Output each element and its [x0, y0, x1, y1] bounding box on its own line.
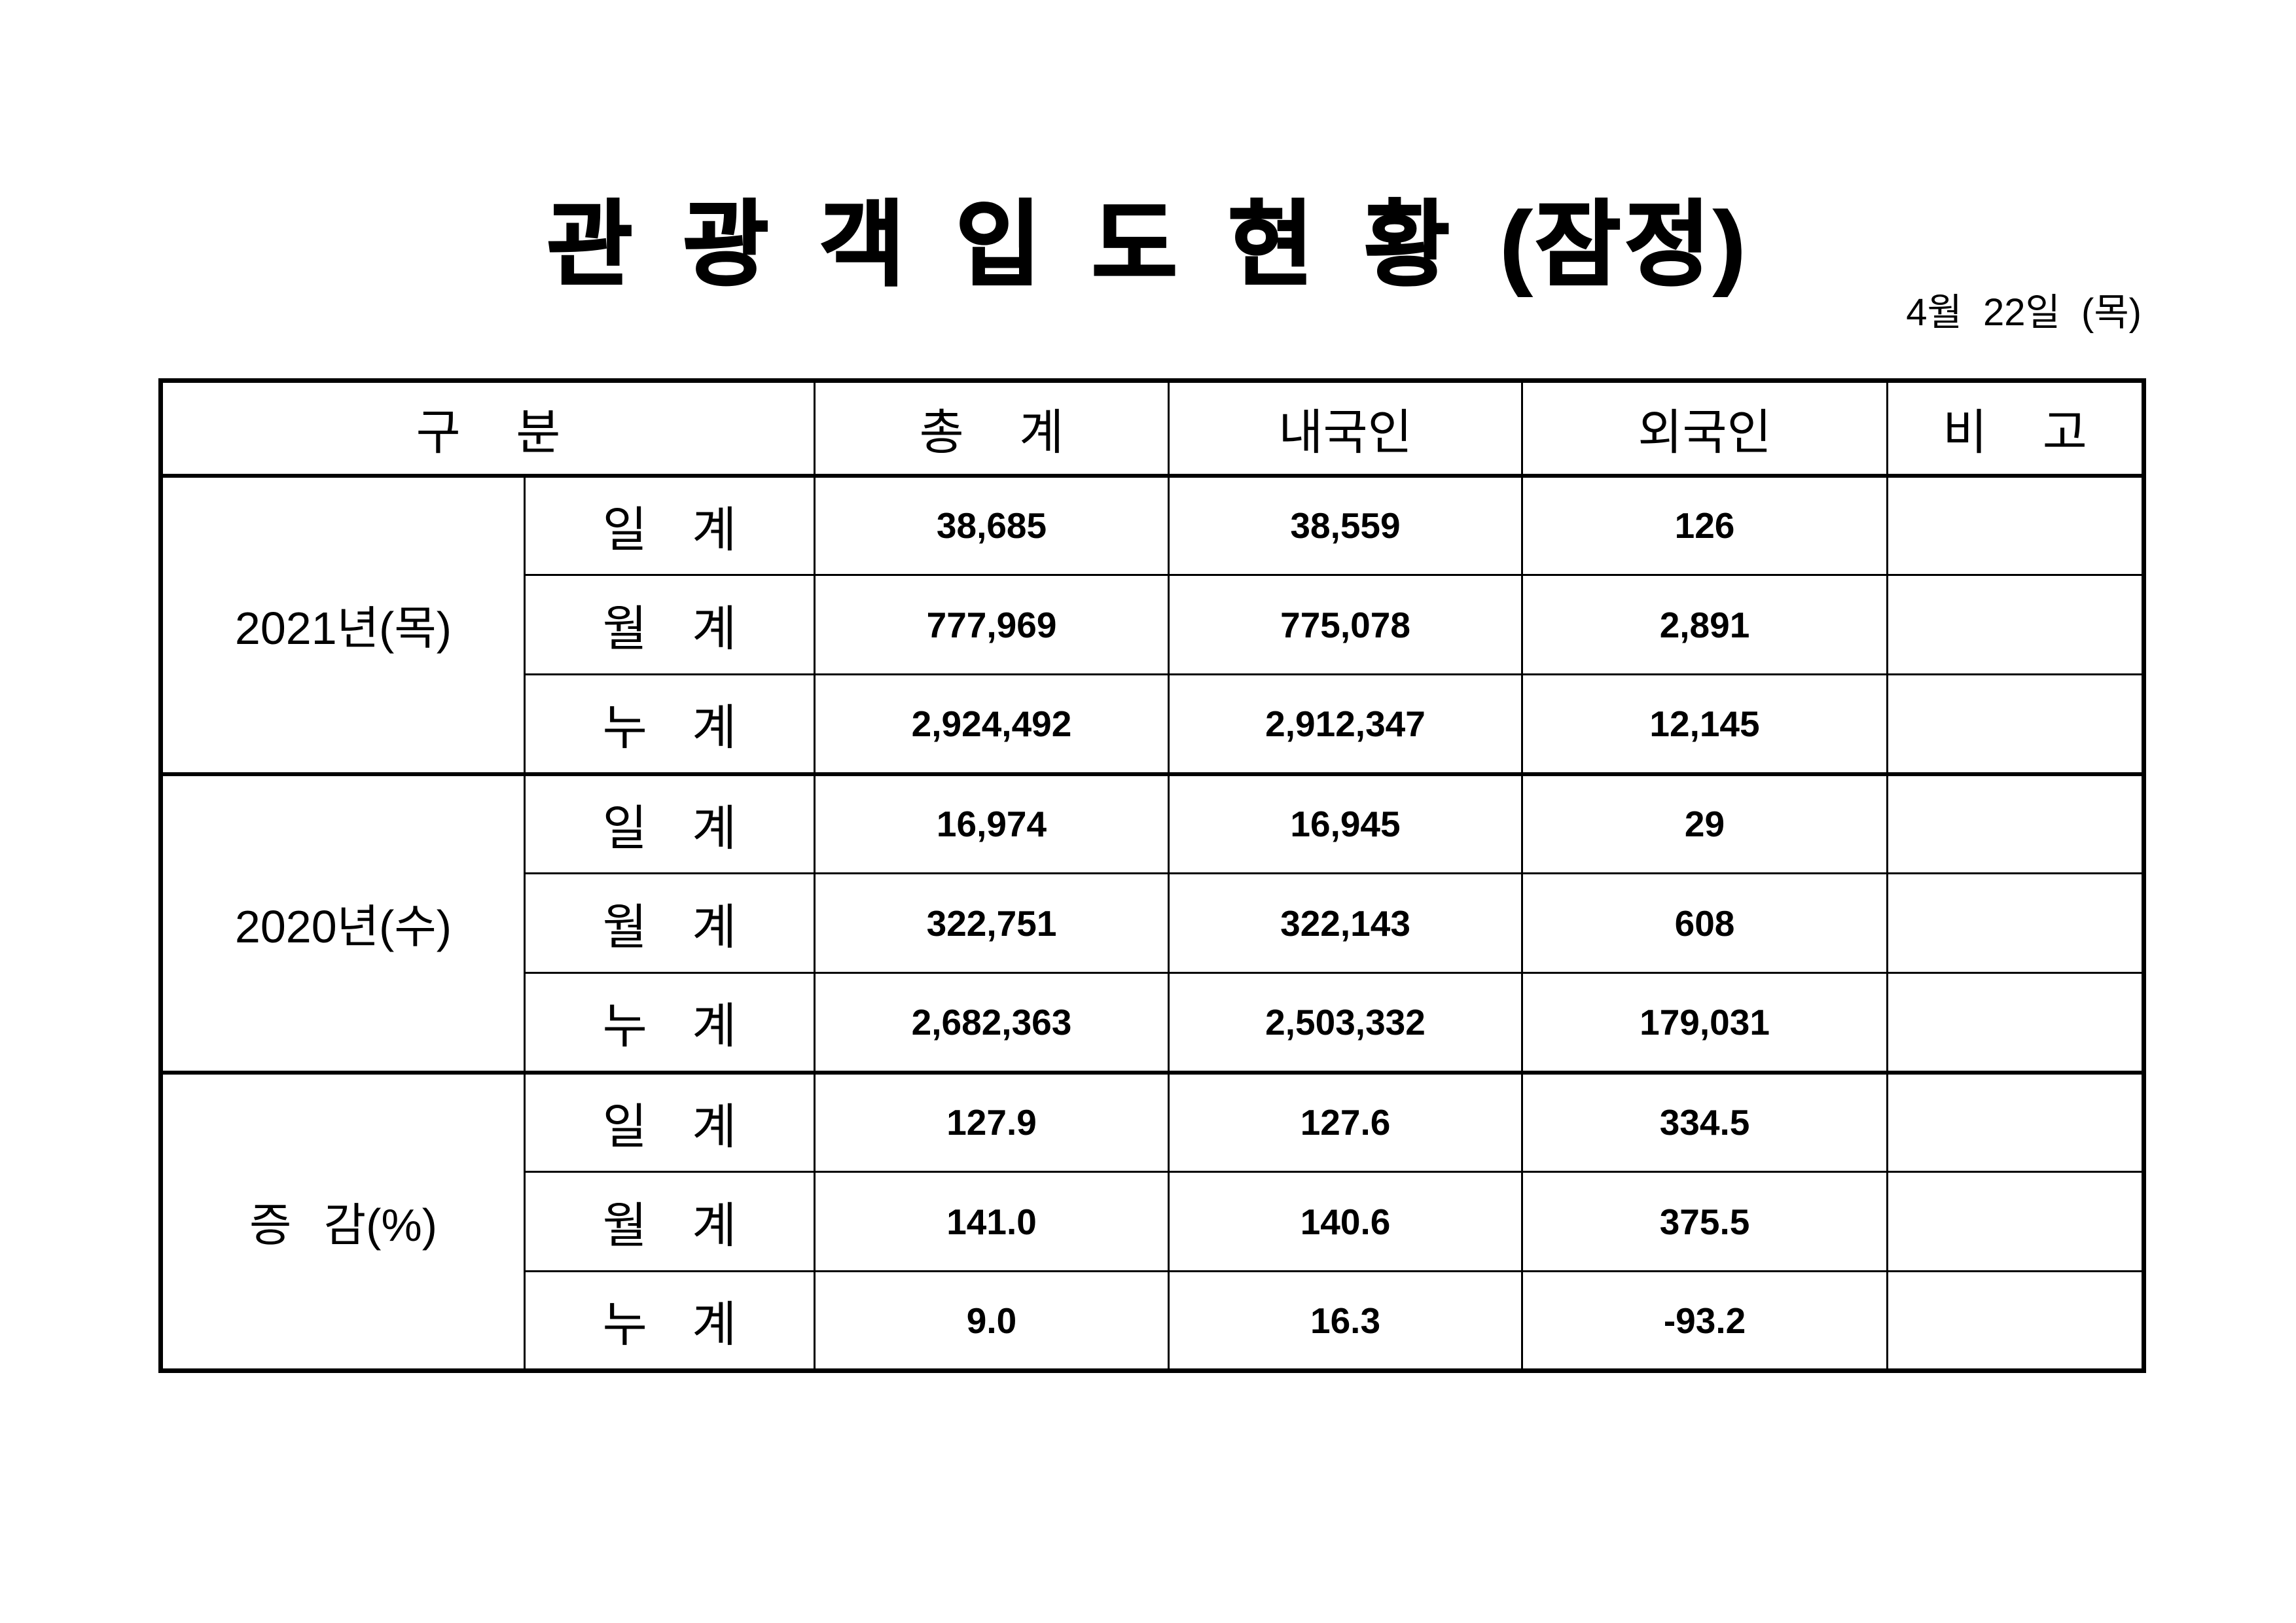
value-cell-foreign: -93.2	[1521, 1270, 1889, 1372]
value-cell-domestic: 775,078	[1168, 574, 1524, 675]
remarks-cell	[1886, 1070, 2145, 1173]
remarks-cell	[1886, 474, 2145, 576]
value-cell-foreign: 375.5	[1521, 1171, 1889, 1272]
header-row: 구 분 총 계 내국인 외국인 비 고	[159, 380, 2145, 478]
row-label-daily: 일 계	[523, 1070, 816, 1173]
table-row: 누 계 9.0 16.3 -93.2	[161, 1270, 2145, 1372]
remarks-cell	[1886, 872, 2145, 974]
value-cell-domestic: 2,503,332	[1168, 972, 1524, 1073]
table-row: 누 계 2,682,363 2,503,332 179,031	[161, 972, 2145, 1073]
value-cell-total: 2,682,363	[814, 972, 1170, 1073]
row-label-daily: 일 계	[523, 474, 816, 576]
year-cell-2020: 2020년(수)	[160, 772, 526, 1073]
value-cell-domestic: 140.6	[1168, 1171, 1524, 1272]
row-label-cumulative: 누 계	[523, 1270, 816, 1372]
table-row: 2020년(수) 일 계 16,974 16,945 29	[160, 772, 2145, 1073]
remarks-cell	[1886, 574, 2145, 675]
year-cell-change-pct: 증 감(%)	[160, 1070, 526, 1372]
value-cell-foreign: 608	[1521, 872, 1889, 974]
table-row: 월 계 777,969 775,078 2,891	[161, 574, 2145, 675]
row-label-monthly: 월 계	[523, 872, 816, 974]
value-cell-domestic: 16.3	[1168, 1270, 1524, 1372]
table-row: 2021년(목) 일 계 38,685 38,559 126	[160, 474, 2145, 775]
row-label-cumulative: 누 계	[523, 972, 816, 1073]
remarks-cell	[1886, 1270, 2145, 1372]
row-label-cumulative: 누 계	[523, 673, 816, 775]
value-cell-total: 141.0	[814, 1171, 1170, 1272]
remarks-cell	[1886, 972, 2145, 1073]
value-cell-domestic: 2,912,347	[1168, 673, 1524, 775]
row-label-monthly: 월 계	[523, 574, 816, 675]
table-row: 증 감(%) 일 계 127.9 127.6 334.5	[160, 1070, 2145, 1372]
table-row: 누 계 2,924,492 2,912,347 12,145	[161, 673, 2145, 775]
value-cell-foreign: 334.5	[1521, 1070, 1889, 1173]
value-cell-domestic: 38,559	[1168, 474, 1524, 576]
value-cell-domestic: 322,143	[1168, 872, 1524, 974]
value-cell-foreign: 29	[1521, 772, 1889, 874]
page-title: 관 광 객 입 도 현 황 (잠정)	[546, 192, 1749, 298]
row-label-monthly: 월 계	[523, 1171, 816, 1272]
value-cell-total: 9.0	[814, 1270, 1170, 1372]
value-cell-total: 16,974	[814, 772, 1170, 874]
remarks-cell	[1886, 673, 2145, 775]
value-cell-foreign: 12,145	[1521, 673, 1889, 775]
tourist-stats-table: 구 분 총 계 내국인 외국인 비 고 2021년(목) 일 계 38,685 …	[158, 378, 2147, 1373]
header-cell-domestic: 내국인	[1168, 380, 1524, 478]
remarks-cell	[1886, 1171, 2145, 1272]
value-cell-foreign: 126	[1521, 474, 1889, 576]
value-cell-total: 2,924,492	[814, 673, 1170, 775]
value-cell-total: 777,969	[814, 574, 1170, 675]
year-cell-2021: 2021년(목)	[160, 474, 526, 775]
value-cell-domestic: 127.6	[1168, 1070, 1524, 1173]
header-cell-foreign: 외국인	[1521, 380, 1889, 478]
header-cell-category: 구 분	[159, 380, 816, 478]
table-row: 월 계 141.0 140.6 375.5	[161, 1171, 2145, 1272]
table-row: 월 계 322,751 322,143 608	[161, 872, 2145, 974]
value-cell-total: 38,685	[814, 474, 1170, 576]
value-cell-total: 127.9	[814, 1070, 1170, 1173]
header-cell-total: 총 계	[814, 380, 1170, 478]
row-label-daily: 일 계	[523, 772, 816, 874]
header-cell-remarks: 비 고	[1886, 380, 2145, 478]
value-cell-foreign: 179,031	[1521, 972, 1889, 1073]
date-label: 4월 22일 (목)	[1906, 291, 2142, 334]
remarks-cell	[1886, 772, 2145, 874]
value-cell-foreign: 2,891	[1521, 574, 1889, 675]
value-cell-total: 322,751	[814, 872, 1170, 974]
value-cell-domestic: 16,945	[1168, 772, 1524, 874]
